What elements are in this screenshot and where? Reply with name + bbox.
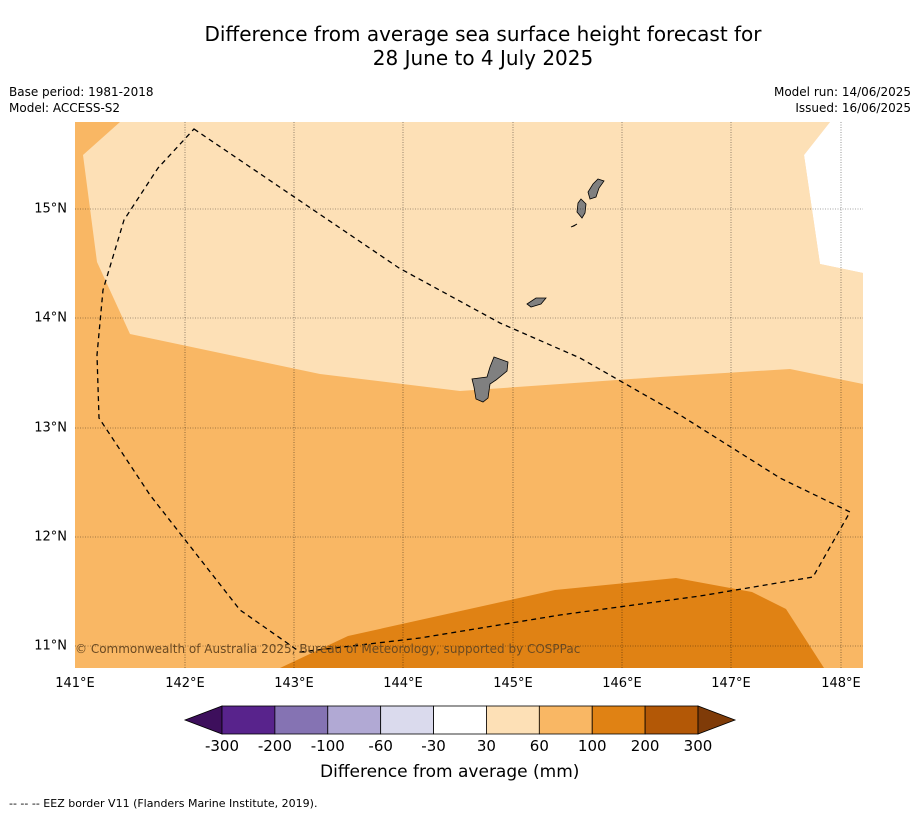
longitude-label: 144°E	[383, 676, 423, 691]
colorbar-segment	[644, 705, 699, 735]
map-title: Difference from average sea surface heig…	[0, 22, 919, 70]
colorbar-over-triangle	[697, 705, 737, 735]
longitude-label: 145°E	[493, 676, 533, 691]
band-30-60mm	[83, 122, 863, 391]
eez-border	[96, 128, 851, 653]
colorbar-tick-label: -200	[257, 737, 292, 755]
copyright-notice: © Commonwealth of Australia 2025, Bureau…	[75, 642, 580, 656]
meta-right: Model run: 14/06/2025 Issued: 16/06/2025	[774, 84, 911, 116]
colorbar-tick-label: -100	[310, 737, 345, 755]
latitude-label: 13°N	[34, 420, 67, 436]
colorbar-segment	[538, 705, 593, 735]
colorbar-under-triangle	[183, 705, 223, 735]
longitude-label: 146°E	[602, 676, 642, 691]
model-name: Model: ACCESS-S2	[9, 101, 121, 115]
colorbar-tick-label: 200	[630, 737, 660, 755]
issued-date: Issued: 16/06/2025	[795, 101, 911, 115]
band-100-200mm	[280, 578, 824, 668]
colorbar-tick-label: -30	[421, 737, 446, 755]
colorbar-tick-label: 30	[476, 737, 496, 755]
colorbar-boxes	[221, 705, 699, 735]
base-period: Base period: 1981-2018	[9, 85, 154, 99]
longitude-label: 142°E	[165, 676, 205, 691]
colorbar-segment	[433, 705, 487, 735]
longitude-label: 143°E	[274, 676, 314, 691]
colorbar-tick-label: 300	[683, 737, 713, 755]
colorbar-tick-label: 100	[577, 737, 607, 755]
longitude-label: 141°E	[55, 676, 95, 691]
graticule	[75, 122, 863, 668]
saipan-island	[587, 178, 605, 200]
islands	[471, 178, 605, 403]
colorbar-segment	[274, 705, 329, 735]
tinian-island-main	[576, 198, 587, 219]
latitude-label: 11°N	[34, 638, 67, 654]
longitude-label: 147°E	[711, 676, 751, 691]
colorbar-tick-label: -60	[368, 737, 393, 755]
colorbar-segment	[380, 705, 434, 735]
map-area: © Commonwealth of Australia 2025, Bureau…	[75, 122, 863, 668]
guam-island	[471, 356, 509, 403]
colorbar-tick-label: 60	[529, 737, 549, 755]
colorbar-segment	[486, 705, 540, 735]
title-line-2: 28 June to 4 July 2025	[372, 46, 594, 70]
band-neutral-white	[804, 122, 863, 273]
colorbar-segment	[327, 705, 382, 735]
eez-footnote: -- -- -- EEZ border V11 (Flanders Marine…	[9, 797, 318, 810]
longitude-label: 148°E	[821, 676, 861, 691]
meta-left: Base period: 1981-2018 Model: ACCESS-S2	[9, 84, 154, 116]
rota-island	[526, 297, 547, 308]
tinian-island	[570, 223, 578, 228]
title-line-1: Difference from average sea surface heig…	[204, 22, 762, 46]
colorbar-segment	[591, 705, 646, 735]
model-run-date: Model run: 14/06/2025	[773, 85, 911, 99]
colorbar	[183, 705, 737, 735]
latitude-label: 15°N	[34, 201, 67, 217]
latitude-label: 12°N	[34, 529, 67, 545]
latitude-label: 14°N	[34, 310, 67, 326]
colorbar-title: Difference from average (mm)	[320, 762, 580, 782]
colorbar-tick-label: -300	[204, 737, 240, 755]
colorbar-segment	[221, 705, 276, 735]
